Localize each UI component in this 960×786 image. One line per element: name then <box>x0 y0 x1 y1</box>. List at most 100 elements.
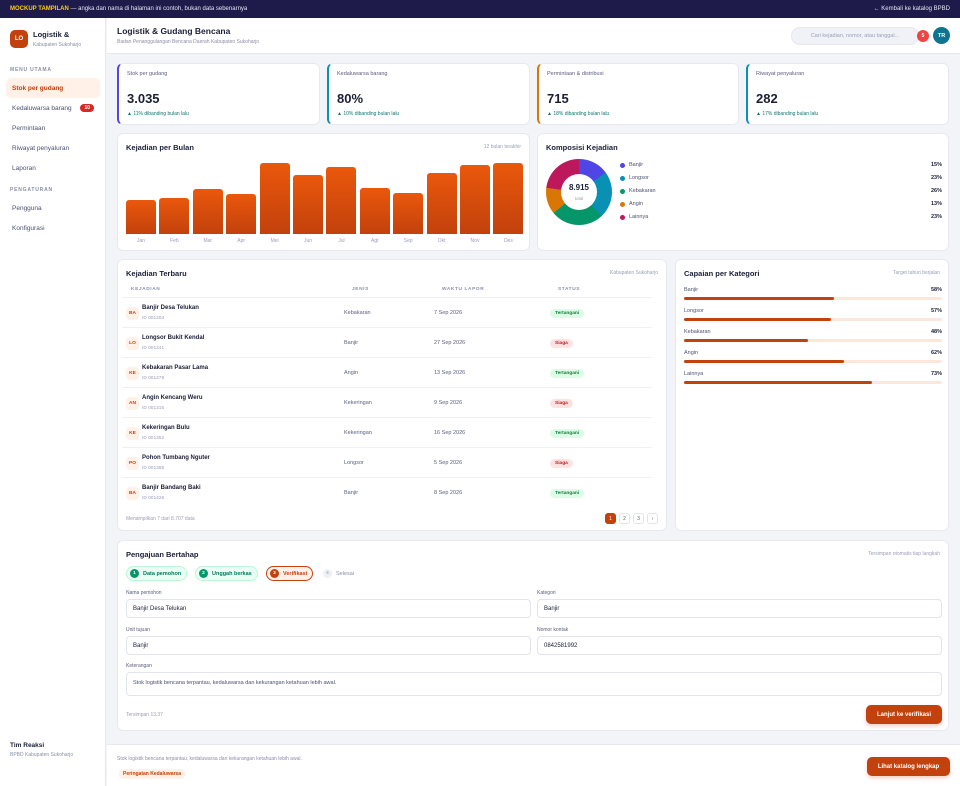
month-label: Mei <box>270 238 279 244</box>
sidebar-item-label: Stok per gudang <box>12 84 64 92</box>
legend-label: Kebakaran <box>629 188 656 194</box>
view-catalog-button[interactable]: Lihat katalog lengkap <box>867 757 950 776</box>
kpi-label: Kedaluwarsa barang <box>337 71 388 77</box>
bar-mei[interactable] <box>259 163 290 234</box>
status-badge: Siaga <box>550 339 573 348</box>
recent-incidents-card: Kejadian Terbaru Kabupaten Sukoharjo KEJ… <box>117 259 667 531</box>
bar-agt[interactable] <box>359 188 390 234</box>
form-note: Tersimpan otomatis tiap langkah <box>868 551 940 557</box>
achievement-label: Lainnya <box>684 371 704 377</box>
table-row[interactable]: BA Banjir Desa Telukan ID 001204 Kebakaran 7… <box>122 297 652 327</box>
kpi-card-riwayat: Riwayat penyaluran 282 ▲ 17% dibanding b… <box>746 63 949 125</box>
sidebar-item-label: Permintaan <box>12 124 46 132</box>
table-row[interactable]: LO Longsor Bukit Kendal ID 001241 Banjir 27 … <box>122 327 652 357</box>
donut-total: 8.915 <box>568 183 590 192</box>
legend-swatch <box>620 163 625 168</box>
nomor-kontak-field[interactable]: 0842581992 <box>537 636 942 655</box>
sidebar-item-stok[interactable]: Stok per gudang <box>6 78 100 98</box>
unit-tujuan-field[interactable]: Banjir <box>126 636 531 655</box>
page-button-2[interactable]: 2 <box>619 513 630 524</box>
count-badge: 10 <box>80 104 94 112</box>
table-row[interactable]: AN Angin Kencang Weru ID 001315 Kekeringan 9… <box>122 387 652 417</box>
bar-nov[interactable] <box>460 164 490 234</box>
kategori-field[interactable]: Banjir <box>537 599 942 618</box>
kpi-value: 3.035 <box>127 91 160 106</box>
progress-track <box>684 360 942 363</box>
bar-sep[interactable] <box>393 192 424 234</box>
progress-track <box>684 318 942 321</box>
legend-swatch <box>620 215 625 220</box>
achievement-lainnya: Lainnya 73% <box>684 371 942 391</box>
next-verification-button[interactable]: Lanjut ke verifikasi <box>866 705 942 724</box>
step-data-pemohon[interactable]: 1 Data pemohon <box>126 566 188 581</box>
month-label: Jul <box>338 238 345 244</box>
bar-des[interactable] <box>493 163 524 234</box>
incident-name: Banjir Bandang Baki <box>142 485 201 491</box>
incident-id: ID 001315 <box>142 406 165 411</box>
table-row[interactable]: BA Banjir Bandang Baki ID 001426 Banjir 8 Se… <box>122 477 652 507</box>
avatar[interactable]: TR <box>933 27 950 44</box>
chart-title: Kejadian per Bulan <box>126 143 194 152</box>
brand[interactable]: LO Logistik & Kabupaten Sukoharjo <box>10 30 81 48</box>
search-input[interactable]: Cari kejadian, nomor, atau tanggal... <box>791 27 919 45</box>
kpi-delta: ▲ 10% dibanding bulan lalu <box>337 111 400 117</box>
keterangan-textarea[interactable]: Stok logistik bencana terpantau, kedaluw… <box>126 672 942 696</box>
status-badge: Tertangani <box>550 309 585 318</box>
status-badge: Tertangani <box>550 429 585 438</box>
step-unggah-berkas[interactable]: 2 Unggah berkas <box>195 566 258 581</box>
column-header-status: STATUS <box>558 287 581 292</box>
user-name: Tim Reaksi <box>10 742 45 749</box>
legend-swatch <box>620 202 625 207</box>
bar-jul[interactable] <box>326 167 357 234</box>
page-next-button[interactable]: › <box>647 513 658 524</box>
bar-jun[interactable] <box>293 174 323 234</box>
sidebar-item-konfigurasi[interactable]: Konfigurasi <box>6 218 100 238</box>
page-button-3[interactable]: 3 <box>633 513 644 524</box>
sidebar-item-laporan[interactable]: Laporan <box>6 158 100 178</box>
legend-item-lainnya: Lainnya 23% <box>620 214 942 224</box>
page-subtitle: Badan Penanggulangan Bencana Daerah Kabu… <box>117 39 260 45</box>
month-label: Mar <box>203 238 213 244</box>
bar-feb[interactable] <box>159 198 190 234</box>
page-button-1[interactable]: 1 <box>605 513 616 524</box>
achievement-value: 58% <box>930 287 942 293</box>
bar-okt[interactable] <box>426 173 457 234</box>
step-selesai[interactable]: 4 Selesai <box>320 566 359 581</box>
notification-badge[interactable]: 5 <box>917 30 929 42</box>
incident-initials: LO <box>126 337 139 350</box>
card-title: Capaian per Kategori <box>684 269 760 278</box>
sidebar-item-permintaan[interactable]: Permintaan <box>6 118 100 138</box>
step-number: 2 <box>199 569 208 578</box>
incident-time: 5 Sep 2026 <box>434 460 463 466</box>
bar-apr[interactable] <box>226 193 257 234</box>
month-label: Feb <box>170 238 179 244</box>
step-verifikasi[interactable]: 3 Verifikasi <box>266 566 314 581</box>
month-label: Sep <box>403 238 413 244</box>
sidebar-item-kedaluwarsa[interactable]: Kedaluwarsa barang 10 <box>6 98 100 118</box>
incident-type: Kekeringan <box>344 430 372 436</box>
back-to-catalog-link[interactable]: ← Kembali ke katalog BPBD <box>873 6 950 12</box>
saved-status: Tersimpan 13.37 <box>126 712 163 718</box>
table-row[interactable]: KE Kebakaran Pasar Lama ID 001278 Angin 13 S… <box>122 357 652 387</box>
nama-pemohon-field[interactable]: Banjir Desa Telukan <box>126 599 531 618</box>
form-title: Pengajuan Bertahap <box>126 550 199 559</box>
sidebar-item-pengguna[interactable]: Pengguna <box>6 198 100 218</box>
incident-id: ID 001278 <box>142 376 165 381</box>
status-badge: Siaga <box>550 459 573 468</box>
legend-label: Banjir <box>629 162 644 168</box>
incident-name: Banjir Desa Telukan <box>142 305 199 311</box>
progress-fill <box>684 339 808 342</box>
bar-mar[interactable] <box>192 189 223 234</box>
table-row[interactable]: KE Kekeringan Bulu ID 001352 Kekeringan 16 S… <box>122 417 652 447</box>
progress-track <box>684 297 942 300</box>
progress-fill <box>684 360 844 363</box>
bar-jan[interactable] <box>126 199 156 234</box>
table-row[interactable]: PO Pohon Tumbang Nguter ID 001389 Longsor 5 … <box>122 447 652 477</box>
mockup-note: — angka dan nama di halaman ini contoh, … <box>68 6 248 12</box>
expiry-warning-tag[interactable]: Peringatan Kedaluwarsa <box>119 769 186 779</box>
legend-label: Lainnya <box>629 214 649 220</box>
step-number: 1 <box>130 569 139 578</box>
sidebar-item-riwayat[interactable]: Riwayat penyaluran <box>6 138 100 158</box>
field-label-keterangan: Keterangan <box>126 663 152 669</box>
progress-track <box>684 339 942 342</box>
